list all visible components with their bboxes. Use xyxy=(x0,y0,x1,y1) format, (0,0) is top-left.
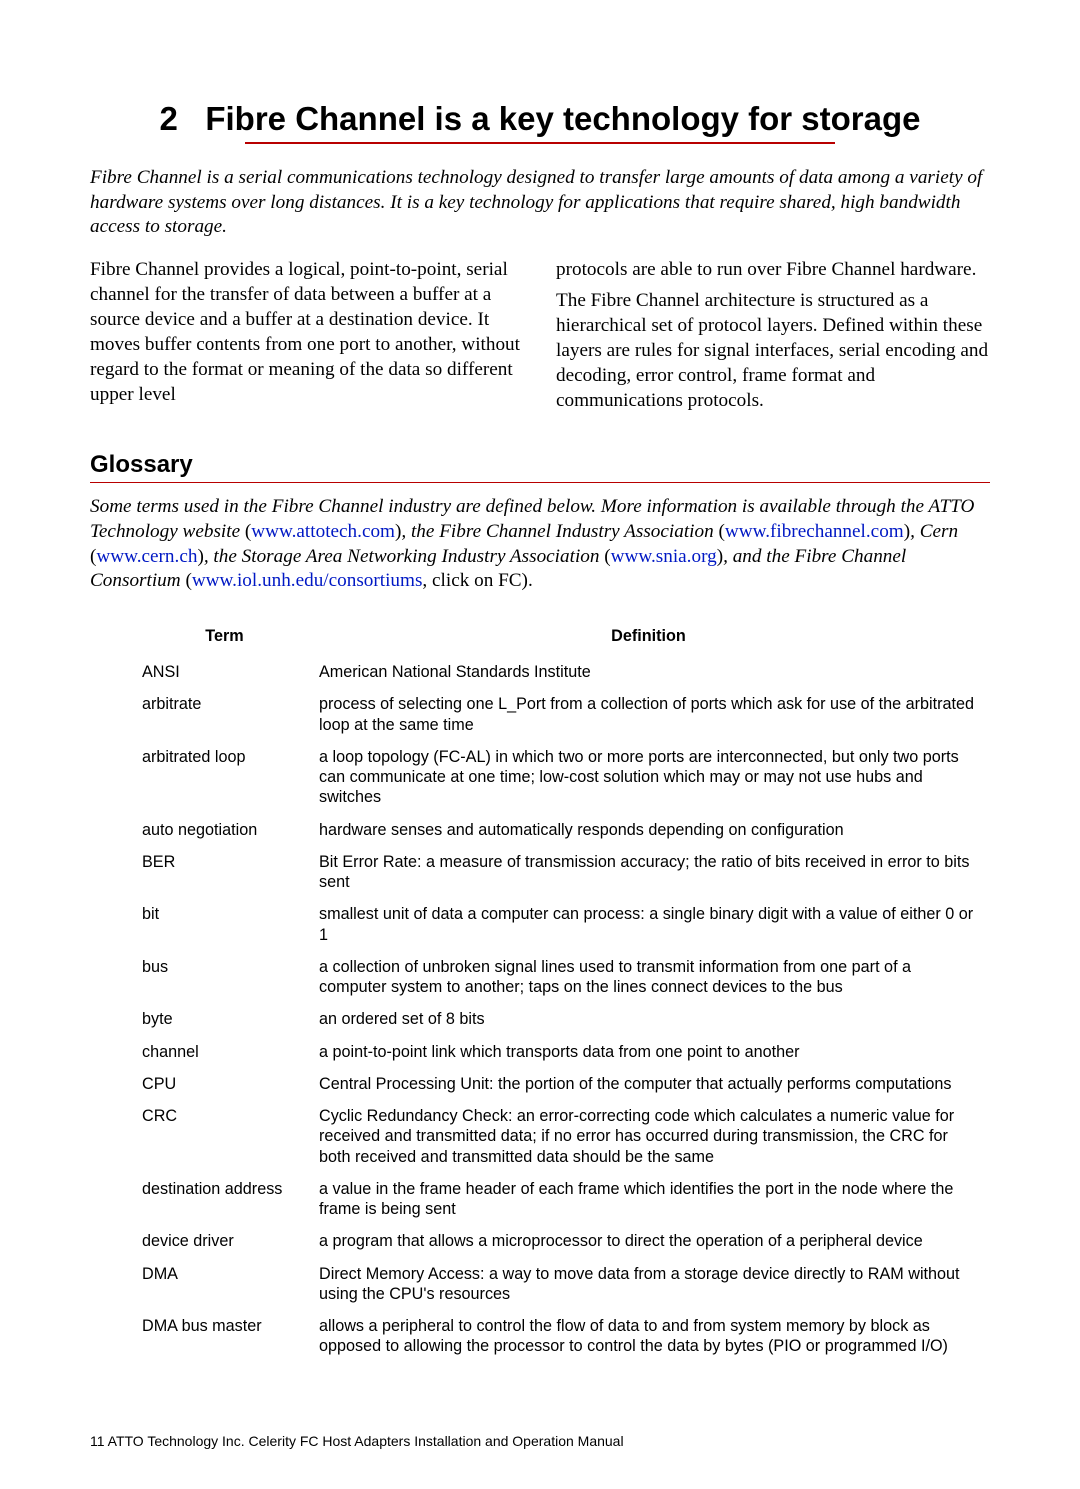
glossary-term: CRC xyxy=(90,1100,319,1173)
glossary-col-definition: Definition xyxy=(319,622,990,656)
glossary-definition: hardware senses and automatically respon… xyxy=(319,814,990,846)
table-row: channela point-to-point link which trans… xyxy=(90,1036,990,1068)
glossary-col-term: Term xyxy=(90,622,319,656)
glossary-rule xyxy=(90,482,990,483)
glossary-term: arbitrate xyxy=(90,688,319,741)
glossary-term: bit xyxy=(90,898,319,951)
body-right-paragraph-1: protocols are able to run over Fibre Cha… xyxy=(556,258,990,283)
glossary-term: arbitrated loop xyxy=(90,741,319,814)
table-row: DMADirect Memory Access: a way to move d… xyxy=(90,1258,990,1311)
glossary-definition: Direct Memory Access: a way to move data… xyxy=(319,1258,990,1311)
glossary-definition: American National Standards Institute xyxy=(319,656,990,688)
glossary-term: byte xyxy=(90,1003,319,1035)
glossary-table: Term Definition ANSIAmerican National St… xyxy=(90,622,990,1363)
glossary-definition: smallest unit of data a computer can pro… xyxy=(319,898,990,951)
glossary-term: auto negotiation xyxy=(90,814,319,846)
link-iol[interactable]: www.iol.unh.edu/consortiums xyxy=(192,570,423,591)
glossary-term: destination address xyxy=(90,1173,319,1226)
body-right-column: protocols are able to run over Fibre Cha… xyxy=(556,258,990,420)
intro-paragraph: Fibre Channel is a serial communications… xyxy=(90,166,990,240)
page: 2 Fibre Channel is a key technology for … xyxy=(0,0,1080,1489)
glossary-term: channel xyxy=(90,1036,319,1068)
chapter-title-text: Fibre Channel is a key technology for st… xyxy=(205,100,920,137)
table-row: bytean ordered set of 8 bits xyxy=(90,1003,990,1035)
glossary-definition: a point-to-point link which transports d… xyxy=(319,1036,990,1068)
glossary-note-t2: , the Fibre Channel Industry Association xyxy=(401,521,718,542)
table-row: busa collection of unbroken signal lines… xyxy=(90,951,990,1004)
page-footer: 11 ATTO Technology Inc. Celerity FC Host… xyxy=(90,1433,990,1449)
glossary-header-row: Term Definition xyxy=(90,622,990,656)
body-left-column: Fibre Channel provides a logical, point-… xyxy=(90,258,524,420)
table-row: destination addressa value in the frame … xyxy=(90,1173,990,1226)
glossary-definition: process of selecting one L_Port from a c… xyxy=(319,688,990,741)
glossary-note: Some terms used in the Fibre Channel ind… xyxy=(90,495,990,593)
glossary-definition: Central Processing Unit: the portion of … xyxy=(319,1068,990,1100)
glossary-term: DMA xyxy=(90,1258,319,1311)
glossary-definition: Bit Error Rate: a measure of transmissio… xyxy=(319,846,990,899)
glossary-note-t6: , click on FC). xyxy=(422,570,532,591)
body-columns: Fibre Channel provides a logical, point-… xyxy=(90,258,990,420)
link-cern[interactable]: www.cern.ch xyxy=(96,546,197,567)
body-right-paragraph-2: The Fibre Channel architecture is struct… xyxy=(556,289,990,414)
table-row: ANSIAmerican National Standards Institut… xyxy=(90,656,990,688)
chapter-number: 2 xyxy=(159,100,177,137)
glossary-definition: a program that allows a microprocessor t… xyxy=(319,1225,990,1257)
glossary-term: bus xyxy=(90,951,319,1004)
link-attotech[interactable]: www.attotech.com xyxy=(251,521,395,542)
link-fibrechannel[interactable]: www.fibrechannel.com xyxy=(725,521,904,542)
table-row: arbitrateprocess of selecting one L_Port… xyxy=(90,688,990,741)
glossary-term: BER xyxy=(90,846,319,899)
chapter-title: 2 Fibre Channel is a key technology for … xyxy=(90,100,990,138)
glossary-definition: a loop topology (FC-AL) in which two or … xyxy=(319,741,990,814)
table-row: bitsmallest unit of data a computer can … xyxy=(90,898,990,951)
glossary-definition: Cyclic Redundancy Check: an error-correc… xyxy=(319,1100,990,1173)
glossary-term: CPU xyxy=(90,1068,319,1100)
title-rule xyxy=(245,142,835,144)
table-row: CRCCyclic Redundancy Check: an error-cor… xyxy=(90,1100,990,1173)
glossary-term: DMA bus master xyxy=(90,1310,319,1363)
table-row: arbitrated loopa loop topology (FC-AL) i… xyxy=(90,741,990,814)
body-left-paragraph: Fibre Channel provides a logical, point-… xyxy=(90,258,524,408)
glossary-term: device driver xyxy=(90,1225,319,1257)
glossary-definition: a value in the frame header of each fram… xyxy=(319,1173,990,1226)
link-snia[interactable]: www.snia.org xyxy=(611,546,717,567)
glossary-definition: a collection of unbroken signal lines us… xyxy=(319,951,990,1004)
table-row: BERBit Error Rate: a measure of transmis… xyxy=(90,846,990,899)
glossary-definition: an ordered set of 8 bits xyxy=(319,1003,990,1035)
table-row: DMA bus masterallows a peripheral to con… xyxy=(90,1310,990,1363)
table-row: CPUCentral Processing Unit: the portion … xyxy=(90,1068,990,1100)
glossary-note-t3: , Cern xyxy=(910,521,958,542)
glossary-note-t4: , the Storage Area Networking Industry A… xyxy=(204,546,604,567)
glossary-heading: Glossary xyxy=(90,451,990,479)
glossary-definition: allows a peripheral to control the flow … xyxy=(319,1310,990,1363)
table-row: auto negotiationhardware senses and auto… xyxy=(90,814,990,846)
glossary-term: ANSI xyxy=(90,656,319,688)
table-row: device drivera program that allows a mic… xyxy=(90,1225,990,1257)
